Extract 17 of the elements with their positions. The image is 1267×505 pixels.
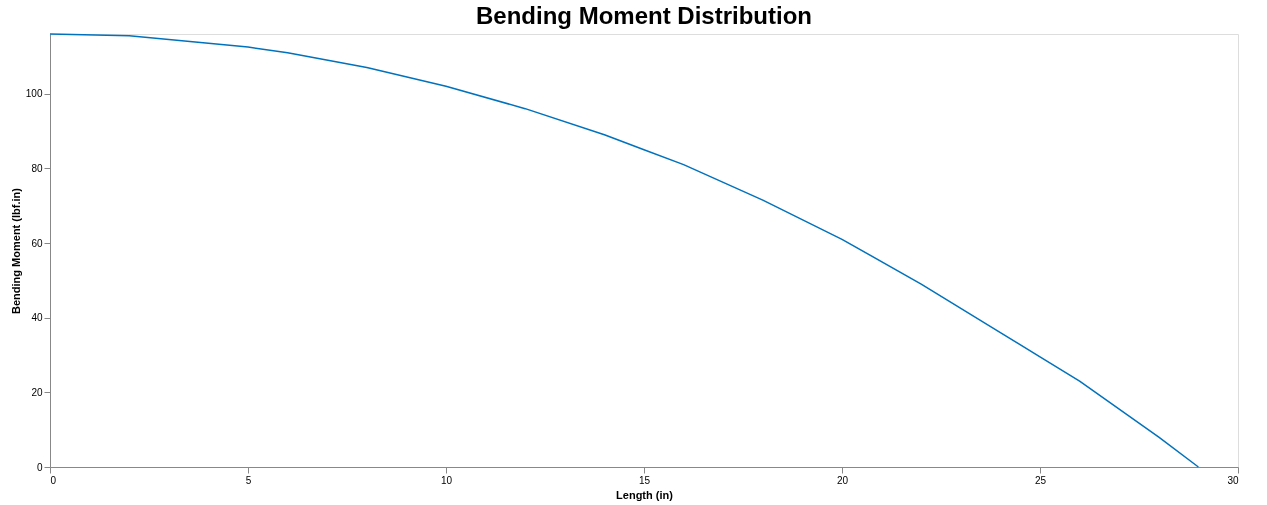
y-tick-label: 80 — [31, 162, 43, 174]
x-tick-label: 0 — [50, 474, 57, 486]
chart-title: Bending Moment Distribution — [476, 2, 812, 30]
y-tick-label: 40 — [31, 312, 43, 324]
y-tick-label: 0 — [36, 461, 43, 473]
x-axis-title: Length (in) — [616, 488, 674, 501]
y-tick-label: 20 — [31, 386, 43, 398]
x-tick-label: 5 — [245, 474, 252, 486]
x-tick-label: 30 — [1227, 474, 1239, 486]
x-tick-label: 20 — [836, 474, 849, 486]
x-tick-label: 25 — [1034, 474, 1047, 486]
y-tick-label: 60 — [31, 237, 43, 249]
x-tick-label: 15 — [638, 474, 651, 486]
y-tick-label: 100 — [25, 88, 43, 100]
x-tick-label: 10 — [440, 474, 453, 486]
line-series — [49, 33, 1200, 468]
y-axis-title: Bending Moment (lbf.in) — [9, 187, 22, 314]
